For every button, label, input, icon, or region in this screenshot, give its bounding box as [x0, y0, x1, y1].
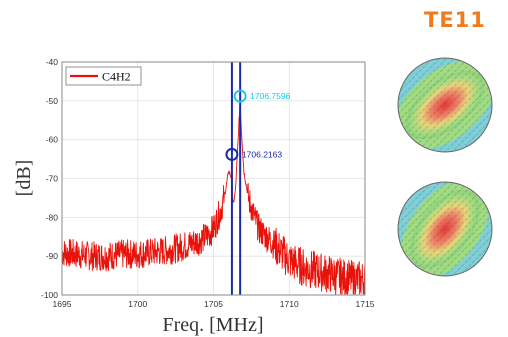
y-tick-label: -100	[41, 290, 58, 300]
peak-marker	[225, 147, 239, 161]
tick-labels: 1695 1700 1705 1710 1715 -40 -50 -60 -70 -80 -90 -1…	[41, 57, 375, 309]
series-line-c4h2	[61, 105, 366, 296]
mode-title: TE11	[424, 8, 486, 32]
y-tick-label: -40	[46, 57, 59, 67]
x-tick-label: 1700	[128, 299, 147, 309]
peak-marker	[233, 89, 247, 103]
legend-box	[65, 66, 142, 86]
peak-marker-label: 1706.7596	[250, 91, 290, 101]
x-tick-label: 1695	[53, 299, 72, 309]
x-axis-label: Freq. [MHz]	[162, 314, 263, 336]
x-tick-label: 1710	[280, 299, 299, 309]
y-tick-label: -60	[46, 135, 59, 145]
chart-legend: C4H2	[65, 66, 142, 86]
y-tick-label: -50	[46, 96, 59, 106]
mode-field-map-bottom	[397, 181, 493, 277]
x-tick-label: 1715	[356, 299, 375, 309]
spectrum-chart: 1695 1700 1705 1710 1715 -40 -50 -60 -70 -80 -90 -1…	[13, 57, 375, 336]
y-tick-label: -70	[46, 174, 59, 184]
y-tick-label: -80	[46, 212, 59, 222]
plot-frame	[61, 61, 366, 296]
peak-marker-label: 1706.2163	[242, 149, 282, 159]
marker-layer: 1706.7596 1706.2163	[225, 62, 291, 295]
x-tick-label: 1705	[204, 299, 223, 309]
legend-label-c4h2: C4H2	[102, 70, 131, 84]
y-tick-label: -90	[46, 251, 59, 261]
mode-field-map-top	[397, 57, 493, 153]
series-layer	[61, 105, 366, 296]
y-axis-label: [dB]	[13, 160, 35, 197]
